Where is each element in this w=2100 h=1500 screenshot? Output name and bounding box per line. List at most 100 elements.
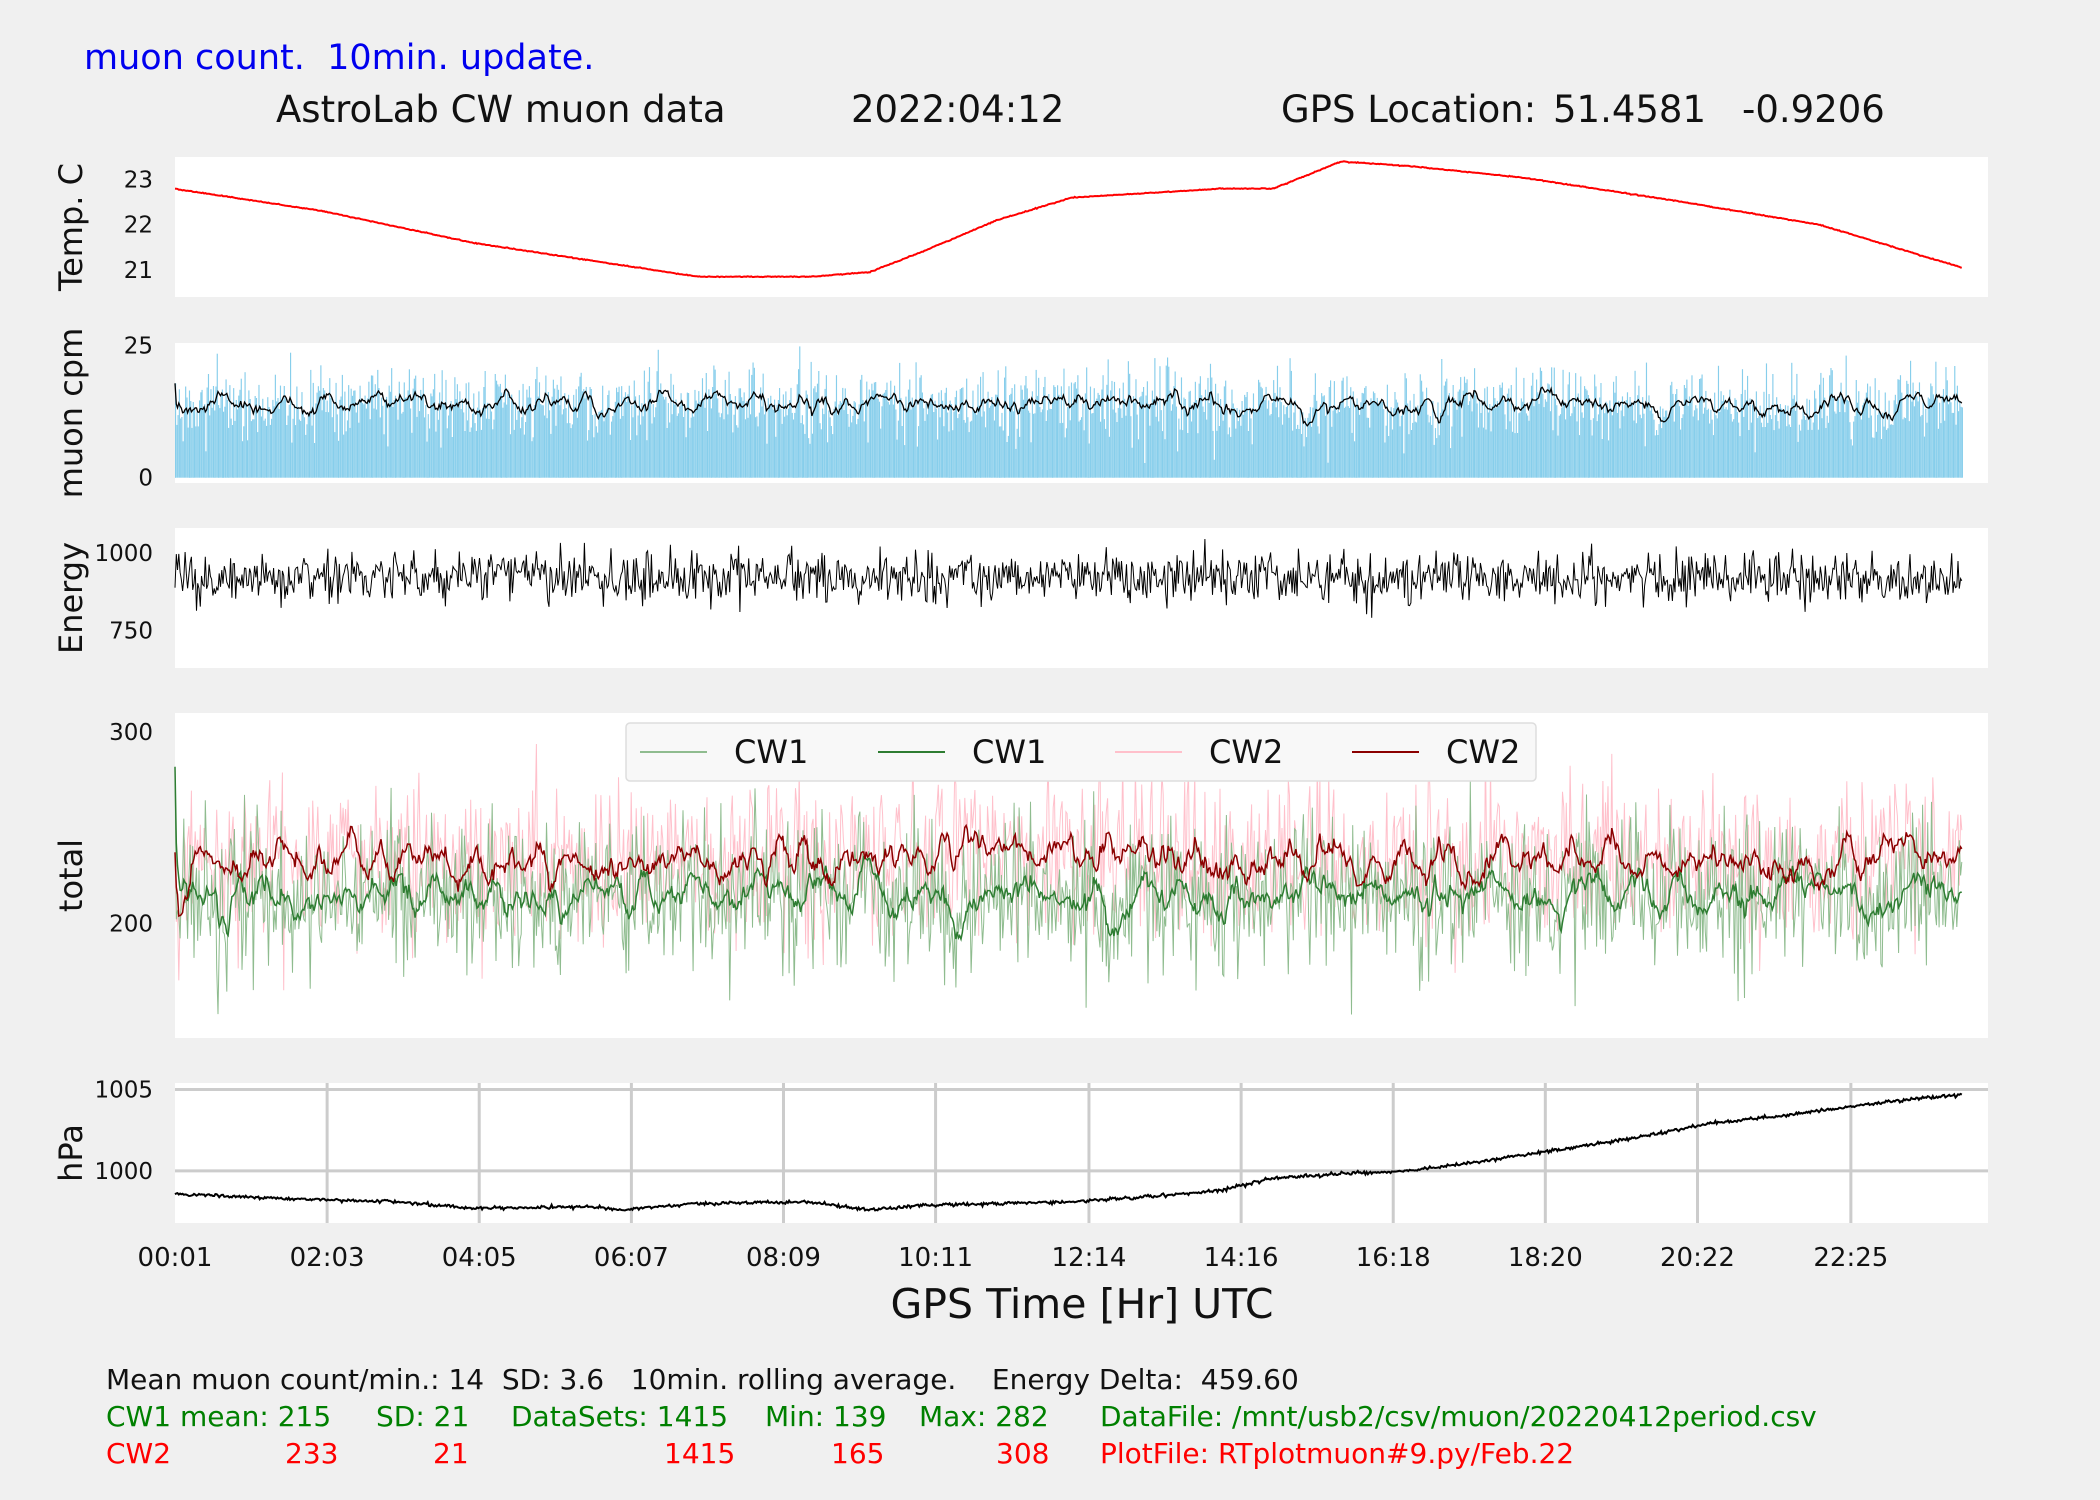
muon-bar (1932, 394, 1934, 478)
muon-bar (1709, 423, 1711, 478)
muon-bar (1793, 395, 1795, 478)
muon-bar (1939, 402, 1941, 478)
muon-bar (449, 406, 451, 478)
muon-bar (269, 424, 271, 478)
muon-bar (578, 386, 580, 478)
muon-bar (904, 445, 906, 478)
muon-bar (206, 387, 208, 478)
muon-bar (1817, 429, 1819, 478)
muon-bar (1908, 421, 1910, 478)
muon-bar (952, 430, 954, 478)
muon-bar (1175, 406, 1177, 478)
muon-bar (1843, 400, 1845, 478)
muon-bar (698, 391, 700, 478)
muon-bar (1436, 438, 1438, 478)
muon-bar (384, 399, 386, 478)
muon-bar (1462, 390, 1464, 478)
muon-bar (1493, 387, 1495, 478)
muon-bar (828, 410, 830, 478)
muon-bar (672, 384, 675, 478)
muon-bar (1129, 373, 1131, 478)
muon-bar (786, 415, 788, 478)
muon-bar (1304, 418, 1306, 478)
muon-bar (1270, 414, 1272, 478)
muon-bar (1256, 410, 1258, 478)
muon-bar (1960, 406, 1962, 478)
muon-bar (1863, 402, 1865, 478)
muon-bar (422, 377, 424, 478)
muon-bar (739, 388, 742, 478)
muon-bar (1649, 410, 1651, 478)
muon-bar (1491, 405, 1493, 478)
muon-bar (1776, 397, 1778, 478)
muon-bar (231, 425, 234, 478)
muon-bar (564, 393, 566, 478)
muon-bar (1049, 408, 1051, 478)
muon-bar (1916, 396, 1918, 478)
muon-bar (1572, 399, 1574, 478)
muon-bar (929, 398, 931, 478)
muon-bar (544, 415, 546, 478)
muon-bar (1097, 392, 1099, 478)
x-tick-label: 12:14 (1051, 1243, 1126, 1273)
muon-bar (722, 396, 724, 478)
muon-bar (1220, 399, 1222, 478)
muon-bar (1399, 426, 1401, 478)
muon-bar (1086, 367, 1088, 478)
muon-bar (1319, 404, 1322, 478)
muon-bar (1472, 398, 1474, 478)
muon-bar (1164, 439, 1166, 478)
muon-bar (1026, 388, 1028, 478)
muon-bar (327, 412, 330, 478)
muon-bar (1155, 416, 1157, 478)
muon-bar (1361, 392, 1363, 478)
muon-bar (427, 414, 429, 478)
muon-bar (302, 411, 304, 478)
muon-bar (1182, 430, 1184, 478)
muon-bar (1230, 436, 1232, 478)
muon-bar (1189, 390, 1191, 478)
muon-bar (768, 407, 771, 478)
muon-bar (962, 387, 964, 478)
muon-bar (1710, 409, 1712, 478)
muon-bar (1050, 409, 1052, 478)
muon-bar (306, 424, 308, 478)
muon-bar (367, 398, 369, 478)
muon-bar (1282, 424, 1284, 478)
muon-bar (513, 429, 515, 478)
muon-bar (1197, 433, 1199, 478)
muon-bar (1393, 408, 1395, 478)
muon-bar (1108, 436, 1110, 478)
muon-bar (627, 394, 629, 478)
muon-bar (733, 414, 735, 478)
muon-bar (1441, 359, 1443, 478)
muon-bar (626, 402, 628, 478)
muon-bar (1741, 369, 1744, 478)
muon-bar (1342, 377, 1344, 478)
muon-bar (738, 388, 740, 478)
muon-bar (1578, 435, 1581, 478)
muon-bar (1394, 392, 1396, 478)
muon-rolling-average-line (174, 383, 1963, 427)
muon-bar (813, 388, 815, 478)
muon-bar (1517, 433, 1519, 478)
muon-bar (338, 440, 340, 478)
muon-bar (492, 429, 494, 478)
muon-bar (1525, 413, 1528, 478)
muon-bar (1120, 408, 1122, 478)
panel-total: 200 300 total CW1 CW1 CW2 CW2 (52, 713, 1988, 1038)
muon-bar (387, 446, 389, 478)
muon-bar (1209, 363, 1212, 478)
muon-bar (723, 419, 725, 478)
muon-bar (1678, 406, 1680, 478)
muon-bar (1504, 414, 1506, 478)
muon-bar (1515, 367, 1517, 478)
muon-bar (737, 427, 739, 478)
muon-bar (926, 414, 929, 478)
x-tick-label: 04:05 (442, 1243, 517, 1273)
muon-bar (1840, 382, 1842, 478)
muon-bar (657, 349, 659, 478)
muon-bar (1571, 413, 1573, 478)
muon-bar (1533, 406, 1535, 478)
muon-bar (1034, 413, 1036, 478)
